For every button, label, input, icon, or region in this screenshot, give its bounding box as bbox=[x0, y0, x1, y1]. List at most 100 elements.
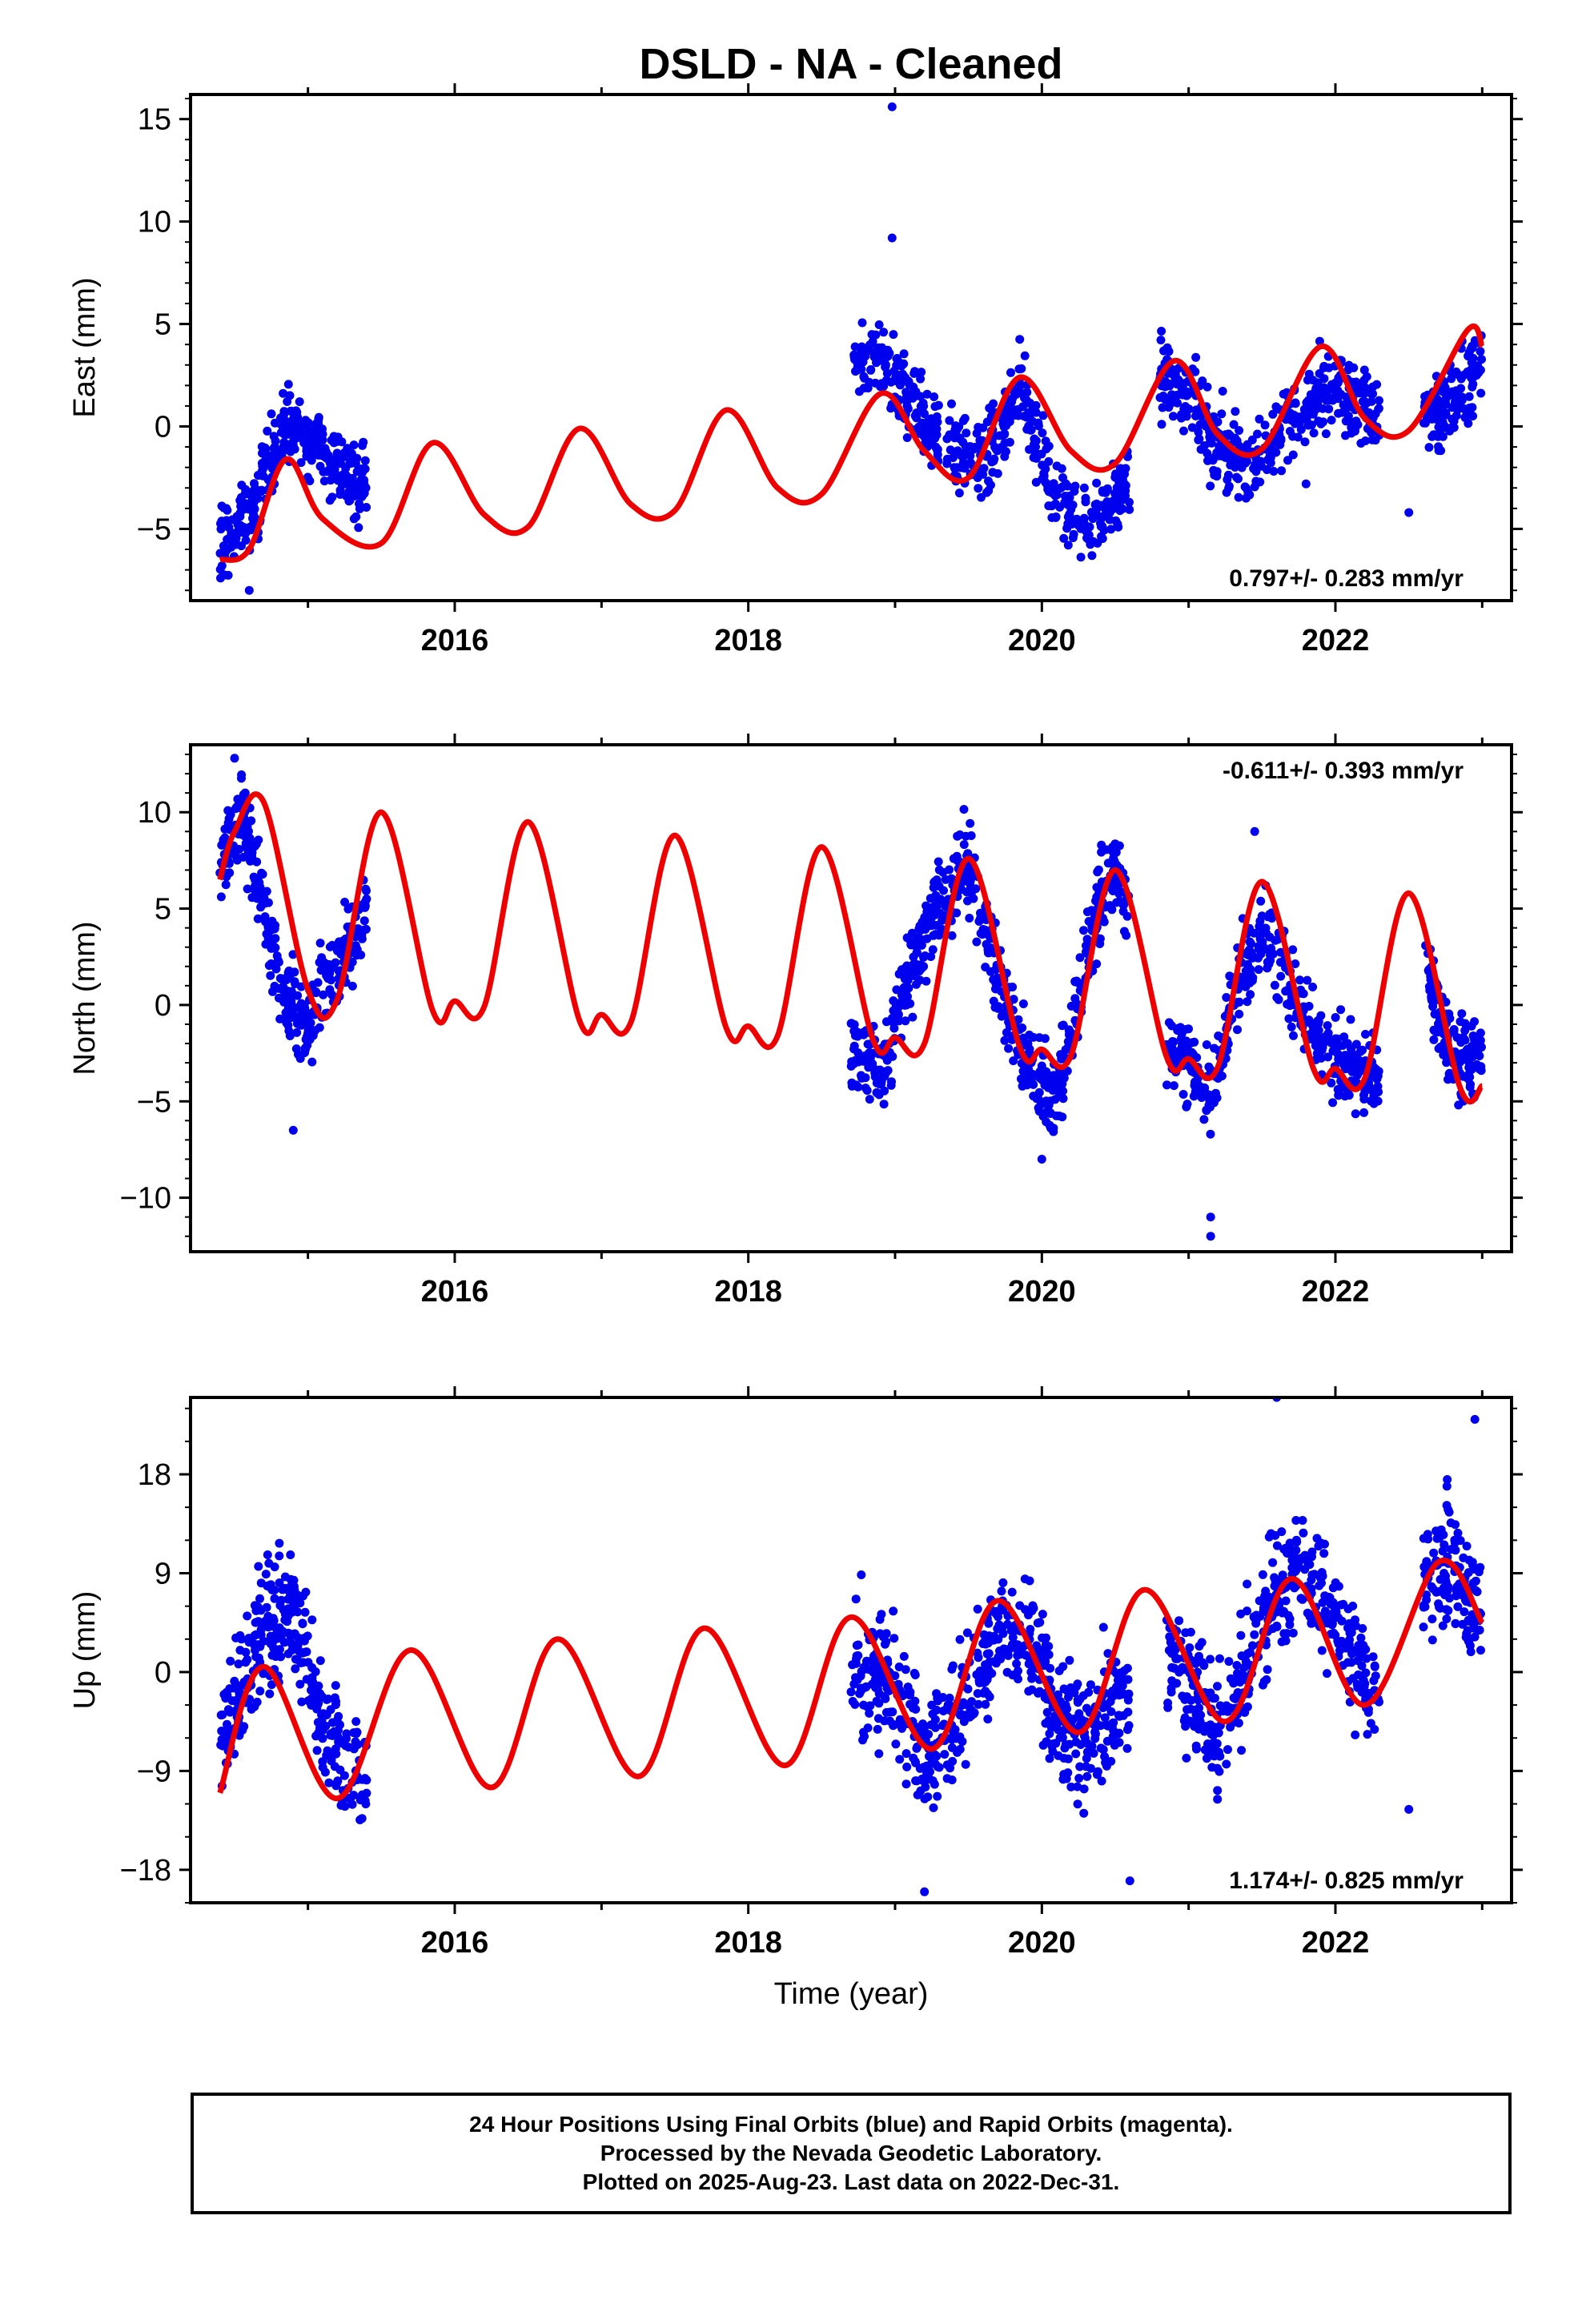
up-data-point bbox=[1317, 1646, 1327, 1655]
up-data-point bbox=[1198, 1658, 1207, 1667]
east-data-point bbox=[279, 388, 288, 398]
north-data-point bbox=[871, 1065, 881, 1075]
east-data-point bbox=[1256, 456, 1266, 466]
up-data-point bbox=[1042, 1707, 1052, 1717]
up-data-point bbox=[975, 1667, 985, 1675]
up-data-point bbox=[1202, 1754, 1211, 1763]
north-data-point bbox=[1276, 947, 1286, 957]
east-data-point bbox=[919, 432, 929, 441]
north-data-point bbox=[1178, 1090, 1188, 1099]
up-data-point bbox=[327, 1718, 337, 1727]
north-data-point bbox=[1191, 1088, 1200, 1097]
up-data-point bbox=[253, 1640, 263, 1650]
east-data-point bbox=[914, 422, 924, 432]
up-data-point bbox=[1185, 1643, 1195, 1652]
up-data-point bbox=[1026, 1625, 1035, 1634]
up-data-point bbox=[300, 1607, 310, 1617]
up-data-point bbox=[846, 1687, 856, 1697]
east-data-point bbox=[354, 465, 363, 475]
up-data-point bbox=[1054, 1666, 1064, 1675]
north-data-point bbox=[1034, 1107, 1044, 1116]
east-data-point bbox=[1060, 492, 1070, 501]
east-data-point bbox=[1110, 472, 1120, 482]
up-data-point bbox=[995, 1647, 1004, 1655]
up-data-point bbox=[1044, 1642, 1054, 1651]
north-data-point bbox=[1449, 1025, 1459, 1034]
east-data-point bbox=[267, 409, 276, 419]
east-data-point bbox=[1063, 481, 1073, 491]
east-data-point bbox=[1108, 497, 1118, 506]
up-data-point bbox=[911, 1758, 921, 1767]
up-data-point bbox=[1044, 1650, 1054, 1659]
up-data-point bbox=[1200, 1727, 1209, 1736]
up-data-point bbox=[940, 1750, 950, 1759]
up-data-point bbox=[1222, 1759, 1231, 1769]
up-data-point bbox=[316, 1720, 326, 1730]
east-data-point bbox=[1218, 387, 1227, 396]
up-data-point bbox=[250, 1702, 259, 1711]
up-data-points bbox=[216, 1397, 1485, 1896]
east-data-point bbox=[1268, 409, 1278, 419]
up-data-point bbox=[1285, 1620, 1295, 1630]
east-data-point bbox=[1060, 498, 1070, 508]
up-data-point bbox=[1243, 1649, 1252, 1659]
north-data-point bbox=[1331, 1013, 1340, 1022]
north-data-point bbox=[1162, 1080, 1171, 1090]
north-data-point bbox=[1082, 935, 1092, 944]
east-data-point bbox=[338, 480, 347, 489]
north-data-point bbox=[903, 975, 913, 985]
east-data-point bbox=[1242, 456, 1251, 466]
north-data-point bbox=[1465, 1059, 1474, 1068]
up-data-point bbox=[1356, 1633, 1366, 1642]
up-data-point bbox=[1443, 1475, 1452, 1484]
north-data-point bbox=[1459, 1033, 1468, 1042]
up-data-point bbox=[943, 1700, 953, 1710]
north-data-point bbox=[268, 987, 277, 996]
up-data-point bbox=[1243, 1606, 1251, 1616]
north-data-point bbox=[1317, 1046, 1327, 1055]
north-data-point bbox=[1472, 1059, 1482, 1069]
east-data-point bbox=[286, 406, 295, 416]
up-data-point bbox=[874, 1749, 884, 1759]
up-data-point bbox=[903, 1683, 913, 1691]
up-data-point bbox=[336, 1739, 346, 1748]
north-data-point bbox=[1054, 1089, 1064, 1099]
east-data-point bbox=[1324, 404, 1334, 414]
up-data-point bbox=[1444, 1507, 1454, 1517]
up-data-point bbox=[1351, 1615, 1359, 1625]
north-data-point bbox=[1248, 973, 1258, 983]
east-data-point bbox=[223, 570, 233, 580]
north-data-point bbox=[1202, 1040, 1211, 1049]
east-data-point bbox=[1447, 387, 1457, 396]
north-data-point bbox=[340, 898, 350, 907]
north-data-point bbox=[1369, 1090, 1379, 1100]
up-data-point bbox=[925, 1751, 934, 1761]
east-data-point bbox=[887, 102, 897, 111]
east-data-point bbox=[1301, 479, 1311, 489]
up-data-point bbox=[1422, 1595, 1431, 1605]
north-data-point bbox=[926, 952, 936, 961]
east-data-point bbox=[1194, 435, 1203, 444]
north-data-point bbox=[254, 835, 263, 845]
up-data-point bbox=[1468, 1558, 1477, 1567]
east-data-point bbox=[857, 318, 867, 328]
up-data-point bbox=[1463, 1626, 1472, 1635]
up-data-point bbox=[947, 1743, 957, 1752]
up-data-point bbox=[1281, 1596, 1291, 1606]
east-data-point bbox=[1031, 477, 1041, 487]
north-data-point bbox=[955, 830, 965, 839]
north-data-point bbox=[1256, 896, 1266, 906]
east-data-point bbox=[1070, 481, 1080, 491]
up-data-point bbox=[1453, 1602, 1463, 1611]
north-data-point bbox=[1334, 1042, 1343, 1051]
east-data-point bbox=[1435, 398, 1444, 408]
east-data-point bbox=[1079, 483, 1089, 493]
up-data-point bbox=[334, 1711, 343, 1721]
east-data-point bbox=[1092, 510, 1102, 520]
north-data-point bbox=[1361, 1030, 1370, 1039]
north-data-point bbox=[931, 930, 940, 939]
up-data-point bbox=[1336, 1600, 1346, 1610]
up-data-point bbox=[1441, 1578, 1451, 1587]
east-data-point bbox=[305, 476, 315, 485]
up-data-point bbox=[1314, 1542, 1323, 1551]
